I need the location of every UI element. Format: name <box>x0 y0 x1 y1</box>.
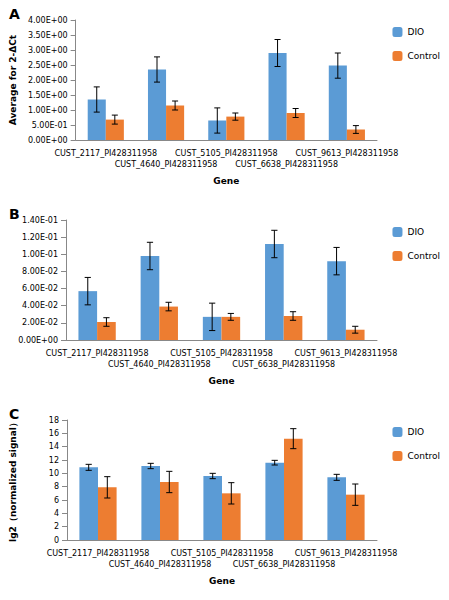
svg-text:4.00E-02: 4.00E-02 <box>22 301 58 310</box>
svg-text:CUST_4640_PI428311958: CUST_4640_PI428311958 <box>115 160 218 169</box>
svg-text:DIO: DIO <box>407 227 424 237</box>
svg-text:DIO: DIO <box>407 27 424 37</box>
svg-text:1.40E-01: 1.40E-01 <box>22 216 58 225</box>
svg-text:2: 2 <box>54 522 59 531</box>
svg-text:3.50E+00: 3.50E+00 <box>28 31 68 40</box>
svg-text:C: C <box>9 406 19 422</box>
svg-text:6.00E-02: 6.00E-02 <box>22 284 58 293</box>
svg-text:DIO: DIO <box>407 427 424 437</box>
svg-text:Gene: Gene <box>208 376 234 386</box>
svg-text:6: 6 <box>54 496 59 505</box>
svg-text:Control: Control <box>407 251 440 261</box>
svg-text:A: A <box>9 6 20 22</box>
svg-text:0.00E+00: 0.00E+00 <box>28 136 68 145</box>
svg-text:CUST_5105_PI428311958: CUST_5105_PI428311958 <box>175 149 278 158</box>
svg-text:0: 0 <box>54 536 59 545</box>
svg-text:CUST_6638_PI428311958: CUST_6638_PI428311958 <box>235 160 338 169</box>
svg-text:2.00E-02: 2.00E-02 <box>22 318 58 327</box>
svg-text:Gene: Gene <box>209 576 235 586</box>
svg-text:CUST_9613_PI428311958: CUST_9613_PI428311958 <box>295 149 398 158</box>
svg-text:CUST_5105_PI428311958: CUST_5105_PI428311958 <box>170 349 273 358</box>
svg-text:2.50E+00: 2.50E+00 <box>28 61 68 70</box>
svg-text:3.00E+00: 3.00E+00 <box>28 46 68 55</box>
svg-text:12: 12 <box>49 456 59 465</box>
svg-text:CUST_4640_PI428311958: CUST_4640_PI428311958 <box>109 560 212 569</box>
svg-text:Control: Control <box>407 51 440 61</box>
svg-text:CUST_9613_PI428311958: CUST_9613_PI428311958 <box>295 549 398 558</box>
svg-text:16: 16 <box>49 429 59 438</box>
svg-text:B: B <box>9 206 20 222</box>
svg-text:18: 18 <box>49 416 59 425</box>
svg-text:14: 14 <box>49 442 59 451</box>
svg-text:2.00E+00: 2.00E+00 <box>28 76 68 85</box>
svg-text:4: 4 <box>54 509 59 518</box>
svg-text:lg2（normalized signal）: lg2（normalized signal） <box>8 418 18 542</box>
svg-text:1.20E-01: 1.20E-01 <box>22 233 58 242</box>
svg-text:CUST_6638_PI428311958: CUST_6638_PI428311958 <box>233 560 336 569</box>
svg-text:CUST_2117_PI428311958: CUST_2117_PI428311958 <box>46 349 149 358</box>
svg-text:8: 8 <box>54 482 59 491</box>
svg-text:CUST_6638_PI428311958: CUST_6638_PI428311958 <box>232 360 335 369</box>
svg-text:10: 10 <box>49 469 59 478</box>
svg-text:1.00E-01: 1.00E-01 <box>22 250 58 259</box>
svg-text:0.00E+00: 0.00E+00 <box>18 336 58 345</box>
svg-text:1.50E+00: 1.50E+00 <box>28 91 68 100</box>
svg-text:Gene: Gene <box>213 176 239 186</box>
svg-text:CUST_4640_PI428311958: CUST_4640_PI428311958 <box>108 360 211 369</box>
svg-text:Average for 2-ΔCt: Average for 2-ΔCt <box>8 34 18 125</box>
svg-text:Control: Control <box>407 451 440 461</box>
svg-text:5.00E-01: 5.00E-01 <box>32 121 68 130</box>
svg-text:CUST_2117_PI428311958: CUST_2117_PI428311958 <box>54 149 157 158</box>
svg-text:1.00E+00: 1.00E+00 <box>28 106 68 115</box>
svg-text:CUST_9613_PI428311958: CUST_9613_PI428311958 <box>295 349 398 358</box>
svg-text:8.00E-02: 8.00E-02 <box>22 267 58 276</box>
svg-text:4.00E+00: 4.00E+00 <box>28 16 68 25</box>
svg-text:CUST_2117_PI428311958: CUST_2117_PI428311958 <box>47 549 150 558</box>
svg-text:CUST_5105_PI428311958: CUST_5105_PI428311958 <box>171 549 274 558</box>
